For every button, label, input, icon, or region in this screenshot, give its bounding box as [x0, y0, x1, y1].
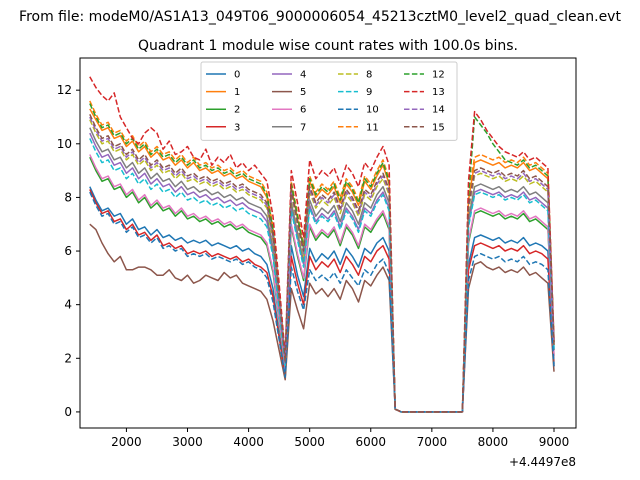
legend-label-5: 5	[300, 87, 306, 98]
series-line-13	[89, 76, 555, 413]
series-line-3	[89, 189, 555, 413]
y-tick-label: 0	[64, 405, 72, 419]
y-tick-label: 8	[64, 190, 72, 204]
series-line-15	[89, 113, 555, 413]
y-tick-label: 6	[64, 244, 72, 258]
legend-label-10: 10	[366, 105, 379, 116]
x-tick-label: 7000	[417, 435, 448, 449]
x-tick-label: 9000	[539, 435, 570, 449]
x-axis: 2000 3000 4000 5000 6000 7000 8000 9000	[111, 428, 569, 449]
legend-label-3: 3	[234, 122, 240, 133]
series-line-5	[89, 223, 555, 413]
legend-label-15: 15	[432, 122, 445, 133]
x-tick-label: 5000	[294, 435, 325, 449]
x-tick-label: 6000	[355, 435, 386, 449]
series-line-1	[89, 108, 555, 413]
series-line-14	[89, 116, 555, 413]
legend-label-9: 9	[366, 87, 372, 98]
x-tick-label: 3000	[172, 435, 203, 449]
series-line-2	[89, 156, 555, 413]
legend-label-8: 8	[366, 70, 372, 81]
y-axis: 0 2 4 6 8 10 12	[57, 83, 80, 419]
x-tick-label: 8000	[478, 435, 509, 449]
axes-frame	[79, 57, 577, 429]
x-offset-label: +4.4497e8	[509, 455, 576, 469]
legend-label-13: 13	[432, 87, 445, 98]
series-line-8	[89, 119, 555, 413]
chart-title: Quadrant 1 module wise count rates with …	[138, 38, 518, 54]
legend-frame	[200, 61, 458, 141]
legend-label-7: 7	[300, 122, 306, 133]
series-line-4	[89, 132, 555, 413]
y-tick-label: 12	[57, 83, 72, 97]
legend-label-1: 1	[234, 87, 240, 98]
x-tick-label: 2000	[111, 435, 142, 449]
plot-area: 2000 3000 4000 5000 6000 7000 8000 9000 0246810…	[57, 57, 577, 449]
y-tick-label: 10	[57, 137, 72, 151]
legend-label-14: 14	[432, 105, 445, 116]
series-line-12	[89, 103, 555, 413]
series-line-6	[89, 154, 555, 413]
figure-suptitle: From file: modeM0/AS1A13_049T06_90000060…	[19, 9, 621, 25]
legend-label-0: 0	[234, 70, 240, 81]
legend-label-6: 6	[300, 105, 306, 116]
y-tick-label: 4	[64, 298, 72, 312]
series-line-7	[89, 127, 555, 413]
x-tick-label: 4000	[233, 435, 264, 449]
series-line-11	[89, 100, 555, 413]
legend-label-2: 2	[234, 105, 240, 116]
legend-label-4: 4	[300, 70, 306, 81]
legend-label-11: 11	[366, 122, 379, 133]
legend-label-12: 12	[432, 70, 445, 81]
y-tick-label: 2	[64, 351, 72, 365]
series-line-9	[89, 138, 555, 413]
series-line-0	[89, 186, 555, 413]
series-layer	[89, 76, 555, 413]
series-line-10	[89, 191, 555, 413]
